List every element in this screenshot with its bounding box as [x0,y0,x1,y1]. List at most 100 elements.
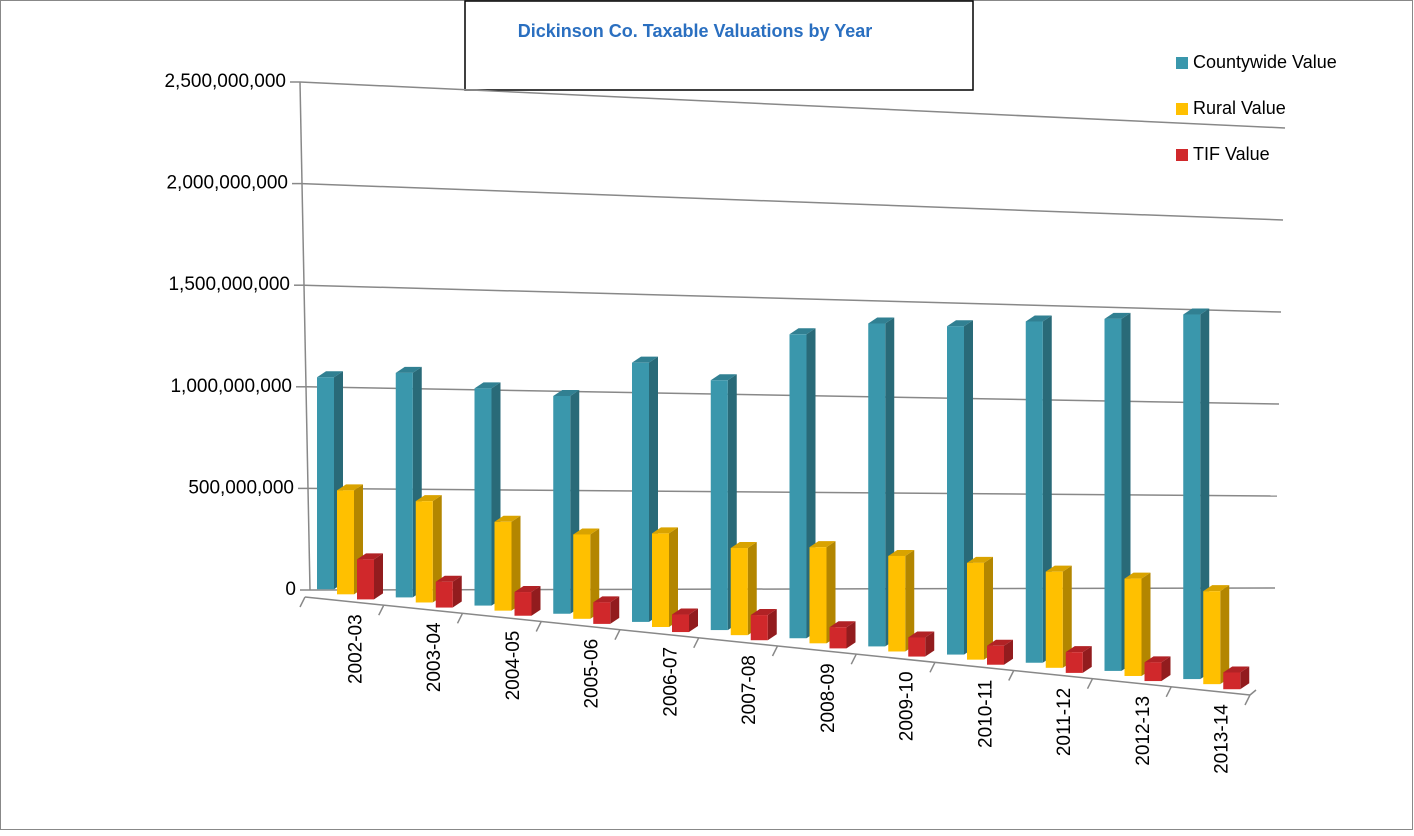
bar [1203,585,1230,685]
x-tick [456,612,464,624]
bar-top [337,484,363,491]
bar-top [672,608,698,615]
x-tick [1086,678,1094,690]
bar-side [846,621,856,649]
bar-side [1220,585,1230,685]
bar [1144,656,1171,682]
x-tick [535,621,542,632]
bar-front [868,323,886,647]
bar [987,639,1013,665]
bar [829,621,856,649]
bar-side [590,528,600,619]
bar-front [1025,321,1043,663]
bar-front [710,380,728,631]
x-tick-label: 2008-09 [818,663,839,733]
bar-front [337,490,354,595]
bar-top [947,320,973,327]
x-tick-label: 2009-10 [897,671,918,741]
bar [809,541,836,644]
bar-top [967,556,993,563]
bar-front [750,615,768,641]
y-tick-label: 2,500,000,000 [164,71,286,92]
bar [1124,572,1151,676]
bar-top [789,328,816,335]
x-tick [1165,686,1172,698]
x-tick [929,661,936,673]
bar [593,596,620,624]
bar-top [868,317,895,324]
bar-side [747,542,757,636]
legend-label: TIF Value [1193,144,1270,164]
bar-front [1124,578,1142,676]
bar-top [710,374,737,381]
bar [908,631,935,657]
bar-front [357,559,374,600]
bar-top [395,366,422,373]
y-tick-label: 500,000,000 [188,477,294,498]
bar [1183,308,1210,680]
bar-top [514,586,541,593]
bar-front [1104,318,1122,671]
legend-label: Countywide Value [1193,52,1337,72]
bar-front [809,547,827,644]
bar-front [987,645,1004,665]
grid-line [301,182,1284,221]
bar-side [1062,565,1072,668]
bar-top [987,639,1013,646]
bar-side [689,608,698,633]
bar [357,553,383,600]
bar-front [415,501,433,603]
bar-front [632,362,649,622]
x-axis-end [1249,689,1257,696]
x-tick-label: 2007-08 [739,655,760,725]
bar-side [1141,572,1151,676]
bar-side [374,553,383,600]
bar-top [809,541,836,548]
bar-front [947,326,964,655]
bar-top [1183,308,1210,315]
bar-top [1025,315,1052,322]
bar-top [652,527,678,534]
bar [1065,646,1092,673]
legend-swatch [1176,149,1188,161]
x-tick [614,629,621,641]
bar-top [750,609,777,616]
bar-side [826,541,836,644]
bar-side [905,549,915,652]
bar-front [888,555,906,652]
x-tick-label: 2003-04 [424,622,445,692]
bar-side [925,631,935,657]
bar-front [652,533,669,627]
bar-front [1144,662,1162,682]
bar-front [789,334,807,639]
bar [474,382,501,606]
bar-front [435,581,453,608]
bar [652,527,678,627]
bar-top [1045,565,1072,572]
bar-front [1203,591,1221,685]
bar-side [452,575,462,608]
bar-side [511,515,521,611]
bar [967,556,993,660]
bar [632,356,658,622]
bar [573,528,600,619]
bar-front [395,372,413,598]
x-tick-label: 2006-07 [660,647,681,717]
bar-top [908,631,935,638]
bar-side [984,556,993,660]
bar-front [672,614,689,633]
bar-front [1045,571,1063,668]
bar-top [1104,312,1131,319]
bar-top [593,596,620,603]
bar-top [1065,646,1092,653]
grid-line [299,81,1286,129]
x-tick [1244,694,1251,706]
bar-front [593,602,611,624]
bar-front [553,395,571,614]
x-tick-label: 2002-03 [345,614,366,684]
legend-label: Rural Value [1193,98,1286,118]
bar-front [514,592,532,616]
bar-side [1082,646,1092,673]
